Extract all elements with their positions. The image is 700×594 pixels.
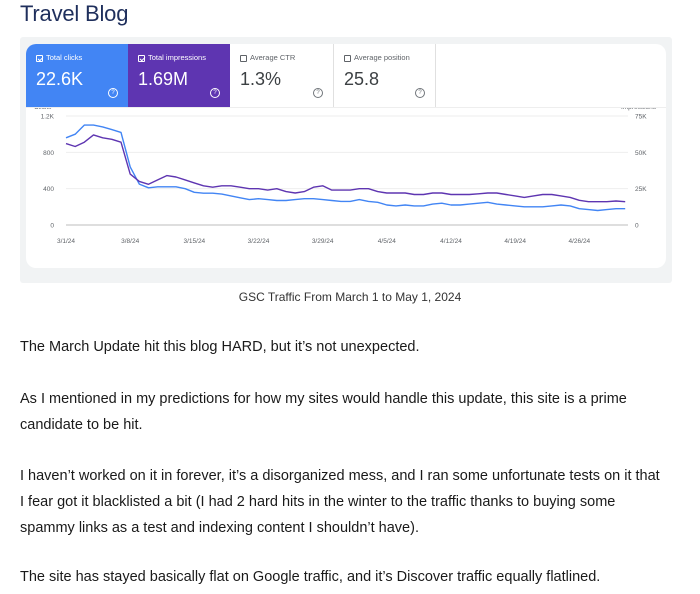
left-tick-label: 0 — [50, 223, 54, 230]
left-tick-label: 400 — [43, 186, 54, 193]
checkbox-unchecked-icon[interactable] — [344, 54, 351, 62]
tile-label: Average position — [354, 53, 410, 62]
x-tick-label: 3/15/24 — [183, 238, 205, 245]
paragraph: The site has stayed basically flat on Go… — [20, 569, 601, 585]
right-tick-label: 50K — [635, 150, 647, 157]
tile-value: 22.6K — [36, 69, 84, 89]
left-axis-label: Clicks — [34, 108, 52, 111]
tile-value: 1.69M — [138, 69, 189, 89]
figure-caption: GSC Traffic From March 1 to May 1, 2024 — [238, 290, 462, 304]
paragraph: I haven’t worked on it in forever, it’s … — [20, 468, 660, 536]
x-tick-label: 4/5/24 — [378, 238, 396, 245]
x-tick-label: 3/29/24 — [312, 238, 334, 245]
impressions-series-line — [65, 134, 626, 203]
x-tick-label: 3/1/24 — [57, 238, 75, 245]
traffic-line-chart: Clicks Impressions 1.2K 75K 800 50K 400 25K 0 0 3/… — [34, 108, 657, 245]
tile-total-impressions[interactable]: Total impressions 1.69M ? — [128, 44, 230, 107]
tile-label: Total impressions — [148, 53, 206, 62]
checkbox-checked-icon[interactable] — [36, 54, 43, 62]
tile-value: 25.8 — [344, 69, 380, 89]
x-tick-label: 4/19/24 — [504, 238, 526, 245]
right-tick-label: 25K — [635, 186, 647, 193]
x-tick-label: 4/12/24 — [440, 238, 462, 245]
x-tick-label: 4/26/24 — [568, 238, 590, 245]
x-tick-label: 3/22/24 — [248, 238, 270, 245]
right-axis-label: Impressions — [621, 108, 657, 111]
right-tick-label: 0 — [635, 223, 639, 230]
tile-label: Total clicks — [46, 53, 83, 62]
tile-average-position[interactable]: Average position 25.8 ? — [334, 44, 436, 107]
checkbox-checked-icon[interactable] — [138, 54, 145, 62]
checkbox-unchecked-icon[interactable] — [240, 54, 247, 62]
gsc-performance-card: Total clicks 22.6K ? Total impressions 1… — [26, 44, 666, 268]
x-tick-label: 3/8/24 — [121, 238, 139, 245]
help-icon[interactable]: ? — [210, 88, 220, 98]
left-tick-label: 1.2K — [41, 114, 55, 121]
tile-total-clicks[interactable]: Total clicks 22.6K ? — [26, 44, 128, 107]
left-tick-label: 800 — [43, 150, 54, 157]
gsc-screenshot: Total clicks 22.6K ? Total impressions 1… — [20, 37, 672, 283]
help-icon[interactable]: ? — [108, 88, 118, 98]
tile-value: 1.3% — [240, 69, 282, 89]
paragraph: As I mentioned in my predictions for how… — [20, 391, 627, 433]
tiles-divider — [26, 107, 666, 108]
page-title: Travel Blog — [20, 1, 129, 26]
paragraph: The March Update hit this blog HARD, but… — [20, 339, 420, 355]
help-icon[interactable]: ? — [313, 88, 323, 98]
help-icon[interactable]: ? — [415, 88, 425, 98]
right-tick-label: 75K — [635, 114, 647, 121]
clicks-series-line — [65, 124, 626, 212]
tile-label: Average CTR — [250, 53, 296, 62]
tile-average-ctr[interactable]: Average CTR 1.3% ? — [230, 44, 334, 107]
